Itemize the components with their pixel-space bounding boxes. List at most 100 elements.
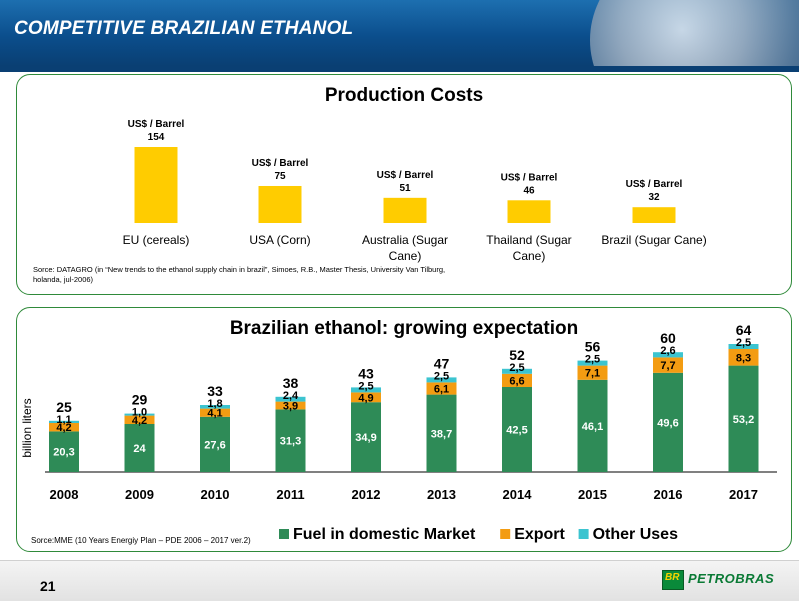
- export-value-label: 4,2: [132, 415, 147, 427]
- bar-segment-fuel: [577, 379, 608, 472]
- bar-segment-export: [200, 408, 230, 417]
- cost-value-label: 51: [399, 183, 411, 194]
- bar-segment-export: [49, 423, 79, 432]
- bar-segment-other: [200, 405, 230, 409]
- cost-value-label: 154: [148, 132, 165, 143]
- other-value-label: 2,5: [585, 354, 600, 366]
- bar-segment-other: [502, 368, 532, 374]
- year-tick-label: 2016: [654, 487, 683, 502]
- export-value-label: 4,2: [56, 422, 71, 434]
- cost-bar: [134, 147, 178, 223]
- bar-segment-export: [351, 392, 381, 403]
- cost-value-unit: US$ / Barrel: [501, 172, 558, 183]
- other-value-label: 2,5: [509, 362, 524, 374]
- bar-segment-fuel: [502, 387, 532, 472]
- year-tick-label: 2012: [352, 487, 381, 502]
- year-tick-label: 2017: [729, 487, 758, 502]
- fuel-value-label: 34,9: [355, 432, 376, 444]
- cost-category-label: USA (Corn): [249, 233, 310, 247]
- legend-label: Export: [514, 526, 565, 543]
- ethanol-chart-source: Sorce:MME (10 Years Energiy Plan – PDE 2…: [31, 536, 251, 545]
- year-tick-label: 2009: [125, 487, 154, 502]
- other-value-label: 2,5: [358, 380, 373, 392]
- cost-value-unit: US$ / Barrel: [128, 119, 185, 130]
- cost-category-label-line2: Cane): [513, 249, 546, 263]
- legend-swatch-0: [279, 529, 289, 539]
- other-value-label: 1,0: [132, 407, 147, 419]
- bar-segment-fuel: [124, 424, 155, 472]
- bar-segment-fuel: [49, 431, 79, 472]
- total-value-label: 25: [56, 399, 72, 415]
- fuel-value-label: 20,3: [53, 447, 74, 459]
- globe-graphic: [590, 0, 799, 66]
- cost-category-label: EU (cereals): [123, 233, 190, 247]
- year-tick-label: 2014: [503, 487, 533, 502]
- cost-value-label: 75: [274, 171, 286, 182]
- slide-header: COMPETITIVE BRAZILIAN ETHANOL: [0, 0, 799, 66]
- cost-value-unit: US$ / Barrel: [377, 170, 434, 181]
- petrobras-logo-text: PETROBRAS: [688, 571, 775, 586]
- ethanol-chart-title: Brazilian ethanol: growing expectation: [229, 318, 579, 339]
- page-number: 21: [40, 578, 56, 594]
- other-value-label: 1,1: [56, 414, 71, 426]
- cost-category-label: Thailand (Sugar: [486, 233, 571, 247]
- ethanol-stacked-chart: billion liters 20,34,21,1252008244,21,029…: [20, 322, 777, 543]
- cost-bar: [258, 185, 302, 223]
- fuel-value-label: 46,1: [582, 421, 603, 433]
- production-costs-chart: US$ / Barrel 154 EU (cereals) US$ / Barrel 7…: [123, 119, 707, 263]
- production-costs-title: Production Costs: [324, 85, 484, 106]
- bar-segment-export: [426, 382, 457, 395]
- other-value-label: 2,4: [283, 390, 299, 402]
- fuel-value-label: 42,5: [506, 425, 527, 437]
- total-value-label: 38: [283, 375, 299, 391]
- total-value-label: 56: [585, 339, 601, 355]
- cost-category-label: Brazil (Sugar Cane): [601, 233, 706, 247]
- cost-bar: [632, 207, 676, 223]
- bar-segment-export: [577, 365, 608, 380]
- total-value-label: 29: [132, 392, 148, 408]
- cost-bar: [507, 200, 551, 223]
- bar-segment-other: [351, 387, 381, 393]
- export-value-label: 3,9: [283, 401, 298, 413]
- bar-segment-other: [426, 377, 457, 383]
- petrobras-logo-icon: BR: [662, 570, 684, 590]
- other-value-label: 2,6: [660, 345, 675, 357]
- bar-segment-fuel: [728, 365, 759, 472]
- bar-segment-other: [577, 360, 608, 366]
- total-value-label: 47: [434, 355, 450, 371]
- legend-label: Fuel in domestic Market: [293, 526, 476, 543]
- bar-segment-other: [49, 420, 79, 423]
- total-value-label: 33: [207, 383, 223, 399]
- year-tick-label: 2013: [427, 487, 456, 502]
- bar-segment-fuel: [200, 416, 230, 472]
- other-value-label: 1,8: [207, 398, 222, 410]
- legend-swatch-1: [500, 529, 511, 539]
- legend-label: Other Uses: [593, 526, 678, 543]
- export-value-label: 6,1: [434, 384, 449, 396]
- year-tick-label: 2010: [201, 487, 230, 502]
- cost-value-unit: US$ / Barrel: [252, 158, 309, 169]
- export-value-label: 7,7: [660, 360, 675, 372]
- bar-segment-export: [275, 401, 306, 410]
- bar-segment-fuel: [426, 394, 457, 472]
- export-value-label: 8,3: [736, 352, 751, 364]
- total-value-label: 60: [660, 330, 676, 346]
- cost-value-label: 46: [523, 185, 535, 196]
- fuel-value-label: 49,6: [657, 417, 678, 429]
- bar-segment-fuel: [275, 409, 306, 472]
- export-value-label: 4,1: [207, 408, 222, 420]
- ethanol-expectation-panel: Brazilian ethanol: growing expectation b…: [16, 307, 792, 552]
- year-tick-label: 2015: [578, 487, 607, 502]
- bar-segment-fuel: [351, 402, 381, 472]
- bar-segment-export: [653, 357, 683, 373]
- legend-swatch-2: [578, 529, 589, 539]
- other-value-label: 2,5: [434, 370, 449, 382]
- fuel-value-label: 38,7: [431, 428, 452, 440]
- slide-title: COMPETITIVE BRAZILIAN ETHANOL: [14, 18, 354, 39]
- cost-bar: [383, 197, 427, 223]
- header-stripe: [0, 66, 799, 72]
- fuel-value-label: 24: [133, 443, 146, 455]
- bar-segment-other: [728, 344, 759, 349]
- year-tick-label: 2008: [50, 487, 79, 502]
- bar-segment-export: [124, 415, 155, 424]
